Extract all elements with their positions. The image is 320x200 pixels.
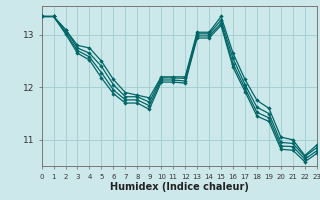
X-axis label: Humidex (Indice chaleur): Humidex (Indice chaleur): [110, 182, 249, 192]
